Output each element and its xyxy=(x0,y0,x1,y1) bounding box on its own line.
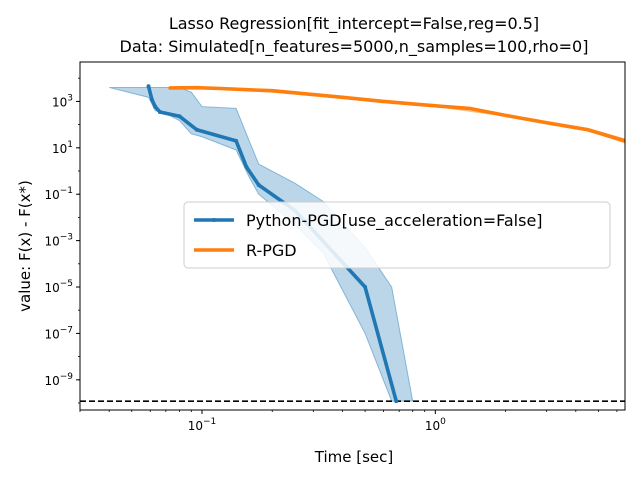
y-tick-label-1: 103 xyxy=(52,93,73,109)
series-point-1-2 xyxy=(149,97,154,102)
series-point-1-7 xyxy=(234,138,239,143)
series-point-1-12 xyxy=(394,399,399,404)
y-tick-label-3: 10−1 xyxy=(44,186,73,202)
legend-label-1: Python-PGD[use_acceleration=False] xyxy=(246,211,543,231)
y-tick-label-5: 10−5 xyxy=(44,279,73,295)
legend: Python-PGD[use_acceleration=False] R-PGD xyxy=(183,201,611,269)
series-point-1-6 xyxy=(194,127,199,132)
legend-box xyxy=(183,201,611,269)
series-point-1-3 xyxy=(153,104,158,109)
x-tick-label-1: 10−1 xyxy=(188,417,217,433)
y-axis-label: value: F(x) - F(x*) xyxy=(16,180,34,312)
y-tick-label-4: 10−3 xyxy=(44,233,73,249)
chart-title: Lasso Regression[fit_intercept=False,reg… xyxy=(169,14,539,34)
axes: 10−1 100 103 101 10−1 10−3 10−5 10−7 10−9 xyxy=(44,61,626,433)
y-tick-label-6: 10−7 xyxy=(44,325,73,341)
x-axis-label: Time [sec] xyxy=(314,448,393,466)
legend-marker-1 xyxy=(212,218,216,222)
series-point-1-5 xyxy=(177,114,182,119)
y-tick-label-2: 101 xyxy=(52,140,73,156)
series-point-1-1 xyxy=(146,84,151,89)
axes-frame xyxy=(79,61,626,411)
legend-label-2: R-PGD xyxy=(246,241,297,260)
x-tick-label-2: 100 xyxy=(425,417,446,433)
y-tick-label-7: 10−9 xyxy=(44,372,73,388)
series-point-1-8 xyxy=(244,164,249,169)
series-point-1-4 xyxy=(157,109,162,114)
series-point-1-9 xyxy=(256,182,261,187)
chart-subtitle: Data: Simulated[n_features=5000,n_sample… xyxy=(120,37,589,57)
series-line-2 xyxy=(168,85,625,143)
series-point-1-11 xyxy=(363,285,368,290)
